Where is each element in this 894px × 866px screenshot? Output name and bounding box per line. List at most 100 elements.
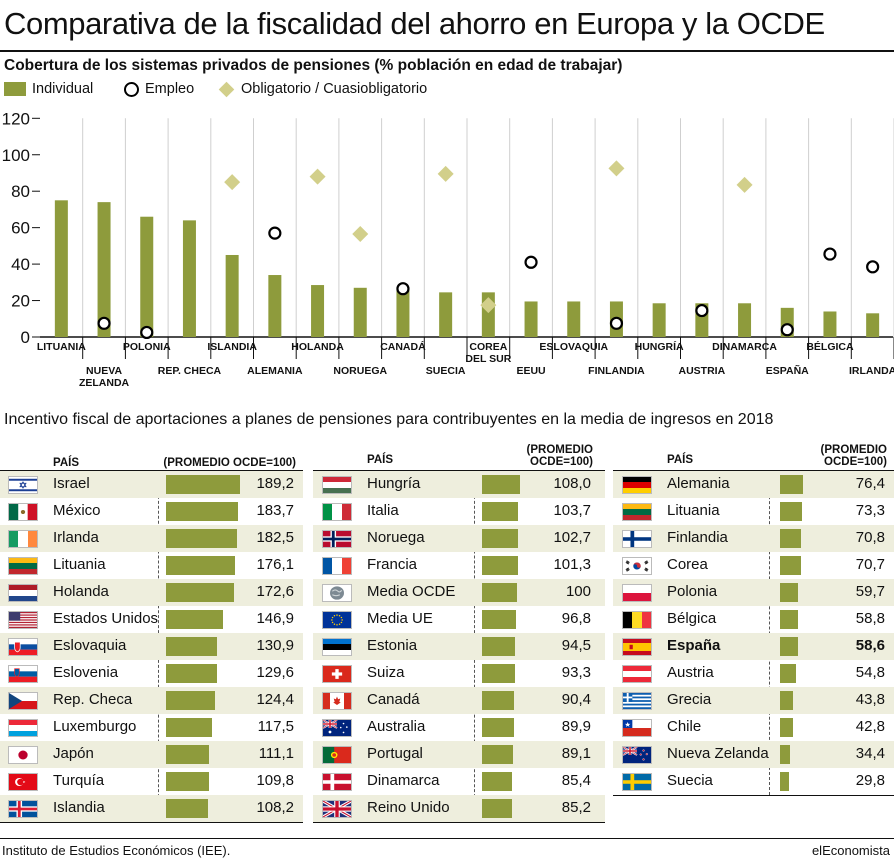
incentive-value: 58,6 xyxy=(855,637,885,654)
country-name: Corea xyxy=(667,556,708,573)
table-row: Reino Unido 85,2 xyxy=(313,795,605,822)
bar-individual xyxy=(140,216,154,337)
table-row: España 58,6 xyxy=(613,633,894,660)
incentive-value: 109,8 xyxy=(256,772,294,789)
point-obligatorio xyxy=(437,165,454,182)
incentive-value: 59,7 xyxy=(855,583,885,600)
incentive-bar xyxy=(780,691,793,710)
column-header-value: (PROMEDIO OCDE=100) xyxy=(474,444,593,468)
incentive-value: 102,7 xyxy=(553,529,591,546)
point-empleo xyxy=(609,316,624,330)
incentive-value: 89,1 xyxy=(561,745,591,762)
point-empleo xyxy=(695,303,709,318)
table-row: Lituania 73,3 xyxy=(613,498,894,525)
incentive-value: 183,7 xyxy=(256,502,294,519)
incentive-bar xyxy=(780,583,798,602)
incentive-value: 129,6 xyxy=(256,664,294,681)
table-row: Bélgica 58,8 xyxy=(613,606,894,633)
point-obligatorio xyxy=(608,160,625,177)
footer-divider xyxy=(0,838,894,839)
belgium-flag-icon xyxy=(622,611,652,629)
incentive-value: 130,9 xyxy=(256,637,294,654)
x-tick-label: ISLANDIA xyxy=(207,341,257,353)
country-name: Holanda xyxy=(53,583,109,600)
incentive-value: 176,1 xyxy=(256,556,294,573)
bar-individual xyxy=(268,275,282,337)
incentive-value: 70,7 xyxy=(855,556,885,573)
country-name: Suiza xyxy=(367,664,405,681)
country-name: Suecia xyxy=(667,772,713,789)
incentive-bar xyxy=(482,502,518,521)
country-name: Chile xyxy=(667,718,702,735)
country-name: Estonia xyxy=(367,637,418,654)
incentive-bar xyxy=(166,799,208,818)
incentive-value: 54,8 xyxy=(855,664,885,681)
bar-individual xyxy=(823,311,837,337)
iceland-flag-icon xyxy=(8,800,38,818)
bar-individual xyxy=(353,287,367,337)
x-tick-label: AUSTRIA xyxy=(679,365,726,377)
y-tick-label: 120 xyxy=(2,109,30,128)
table-row: Lituania 176,1 xyxy=(0,552,303,579)
country-name: Polonia xyxy=(667,583,718,600)
y-tick-label: 100 xyxy=(2,146,30,165)
x-tick-label: ZELANDA xyxy=(79,377,130,389)
table-bottom-rule xyxy=(0,822,303,823)
incentive-bar xyxy=(780,610,798,629)
country-name: Eslovaquia xyxy=(53,637,127,654)
sweden-flag-icon xyxy=(622,773,652,791)
table-row: Japón 111,1 xyxy=(0,741,303,768)
table-row: Australia 89,9 xyxy=(313,714,605,741)
legend-item-empleo: Empleo xyxy=(124,81,194,97)
australia-flag-icon xyxy=(322,719,352,737)
country-name: Portugal xyxy=(367,745,423,762)
x-tick-label: IRLANDA xyxy=(849,365,894,377)
country-name: Alemania xyxy=(667,475,730,492)
country-name: Italia xyxy=(367,502,399,519)
country-name: Rep. Checa xyxy=(53,691,133,708)
spain-flag-icon xyxy=(622,638,652,656)
country-name: Israel xyxy=(53,475,90,492)
country-name: Hungría xyxy=(367,475,421,492)
country-name: Austria xyxy=(667,664,714,681)
hungary-flag-icon xyxy=(322,476,352,494)
bar-individual xyxy=(866,313,880,337)
legend-item-individual: Individual xyxy=(4,81,93,97)
incentive-value: 34,4 xyxy=(855,745,885,762)
point-empleo xyxy=(823,247,837,261)
country-name: Reino Unido xyxy=(367,799,450,816)
incentive-value: 117,5 xyxy=(257,718,294,735)
source-note: Instituto de Estudios Económicos (IEE). xyxy=(2,843,231,858)
table-row: Irlanda 182,5 xyxy=(0,525,303,552)
point-obligatorio xyxy=(224,174,241,191)
bar-individual xyxy=(738,303,752,337)
legend-swatch-diamond xyxy=(218,81,235,97)
table-row: Suiza 93,3 xyxy=(313,660,605,687)
usa-flag-icon xyxy=(8,611,38,629)
lithuania-flag-icon xyxy=(622,503,652,521)
table-row: Estados Unidos 146,9 xyxy=(0,606,303,633)
point-obligatorio xyxy=(480,297,497,314)
turkey-flag-icon xyxy=(8,773,38,791)
oecd-flag-icon xyxy=(322,584,352,602)
y-tick-label: 0 xyxy=(21,328,30,347)
incentive-value: 42,8 xyxy=(855,718,885,735)
incentive-bar xyxy=(166,529,237,548)
x-tick-label: HUNGRÍA xyxy=(635,340,684,353)
x-tick-label: POLONIA xyxy=(123,341,171,353)
bar-individual xyxy=(439,292,453,337)
incentive-value: 29,8 xyxy=(855,772,885,789)
czech-flag-icon xyxy=(8,692,38,710)
table-row: México 183,7 xyxy=(0,498,303,525)
country-name: Canadá xyxy=(367,691,420,708)
point-obligatorio xyxy=(736,176,753,193)
france-flag-icon xyxy=(322,557,352,575)
table-row: Portugal 89,1 xyxy=(313,741,605,768)
bar-individual xyxy=(225,254,239,337)
country-name: Lituania xyxy=(53,556,106,573)
table-row: Francia 101,3 xyxy=(313,552,605,579)
y-tick-label: 80 xyxy=(11,182,30,201)
incentive-bar xyxy=(482,799,512,818)
table-row: Holanda 172,6 xyxy=(0,579,303,606)
incentive-value: 73,3 xyxy=(855,502,885,519)
